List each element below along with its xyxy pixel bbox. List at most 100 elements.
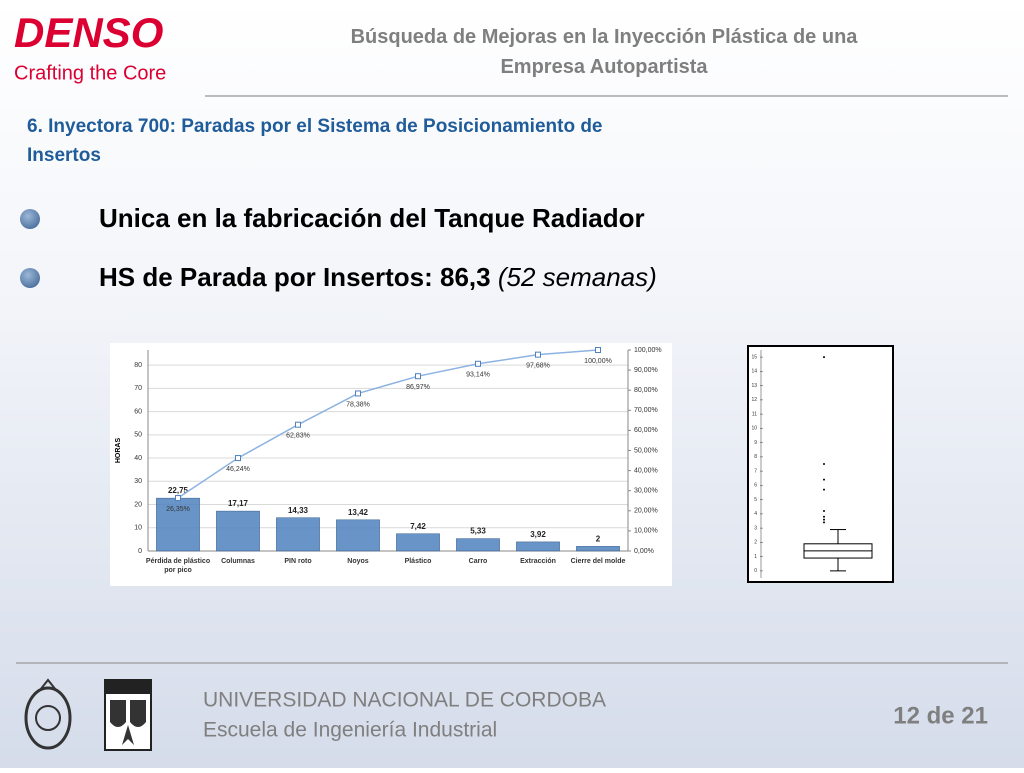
y2-tick-label: 90,00% [634,367,658,374]
bar [156,497,200,552]
university: UNIVERSIDAD NACIONAL DE CORDOBA [203,689,606,712]
cumulative-point [595,347,601,353]
slide-title: Búsqueda de Mejoras en la Inyección Plás… [351,26,859,78]
bar [516,541,560,552]
y2-tick-label: 40,00% [634,467,658,474]
data-label: 7,42 [410,522,426,531]
data-label: 5,33 [470,527,486,536]
cumulative-point [415,373,421,380]
y-tick-label: 50 [134,432,142,439]
cumulative-point [355,390,361,397]
cumulative-point [475,360,481,367]
y-tick-label: 40 [134,455,142,462]
y-tick-label: 14 [751,369,757,375]
y-tick-label: 80 [134,362,142,369]
y-tick-label: 0 [754,568,757,574]
y-tick-label: 6 [754,483,757,489]
y2-tick-label: 0,00% [634,548,654,555]
y2-tick-label: 20,00% [634,508,658,515]
outlier [823,510,825,513]
y-tick-label: 7 [754,468,757,474]
y-tick-label: 60 [134,408,142,415]
bullet-dot [20,268,40,288]
y-axis-label: HORAS [115,438,122,464]
bullet-dot [20,209,40,229]
y2-tick-label: 70,00% [634,407,658,414]
outlier [823,521,825,524]
university-logo [24,678,72,750]
x-tick-label: Columnas [221,558,255,565]
text-line: Pérdida de plástico [146,558,210,565]
text-line: por pico [164,567,192,574]
y2-tick-label: 30,00% [634,488,658,495]
y2-tick-label: 100,00% [634,347,662,354]
data-label: 46,24% [226,466,250,473]
cumulative-point [175,495,181,502]
data-label: 2 [596,534,601,543]
data-label: 13,42 [348,508,369,517]
tagline: Crafting the Core [14,62,166,84]
text-line: Empresa Autopartista [500,56,708,78]
data-label: 100,00% [584,358,612,365]
cumulative-line [177,349,599,499]
text-line: Insertos [27,145,101,166]
data-label: 26,35% [166,506,190,513]
y2-tick-label: 80,00% [634,387,658,394]
bar [576,546,620,552]
x-tick-label: Extracción [520,558,556,565]
y-tick-label: 15 [751,354,757,360]
y-tick-label: 1 [754,554,757,560]
data-label: 22,75 [168,486,189,495]
data-label: 14,33 [288,506,309,515]
text-line: 6. Inyectora 700: Paradas por el Sistema… [27,116,603,137]
outlier [823,515,825,518]
data-label: 17,17 [228,499,249,508]
y-tick-label: 3 [754,525,757,531]
data-label: 62,83% [286,433,310,440]
x-tick-label: Plástico [405,558,432,565]
data-label: 97,68% [526,363,550,370]
bar [396,533,440,552]
y-tick-label: 5 [754,497,757,503]
bullet: Unica en la fabricación del Tanque Radia… [99,203,645,233]
bullet: HS de Parada por Insertos: 86,3 (52 sema… [99,262,657,292]
y2-tick-label: 10,00% [634,528,658,535]
x-tick-label: Carro [469,558,488,565]
bar [216,510,260,552]
outlier [823,518,825,521]
boxplot-area [747,345,894,583]
outlier [823,488,825,491]
outlier [823,478,825,481]
data-label: 93,14% [466,372,490,379]
outlier [823,356,825,359]
y-tick-label: 11 [752,411,757,417]
outlier [823,463,825,465]
y-tick-label: 2 [754,540,757,546]
y-tick-label: 12 [751,397,757,403]
x-tick-label: Cierre del molde [571,558,626,565]
cumulative-point [295,421,301,428]
y-tick-label: 10 [751,426,757,432]
y-tick-label: 13 [751,383,757,389]
cumulative-point [235,455,241,462]
bullet-text: HS de Parada por Insertos: 86,3 [99,262,491,292]
y-tick-label: 20 [134,501,142,508]
y-tick-label: 30 [134,478,142,485]
y-tick-label: 70 [134,385,142,392]
y-tick-label: 0 [138,548,142,555]
cumulative-point [535,351,541,358]
bar [276,517,320,552]
y-tick-label: 9 [754,440,757,446]
y2-tick-label: 60,00% [634,427,658,434]
x-tick-label: Noyos [347,558,369,565]
bullet-note: (52 semanas) [498,262,657,292]
y-tick-label: 4 [754,511,757,517]
text-line: Búsqueda de Mejoras en la Inyección Plás… [351,26,859,48]
y2-tick-label: 50,00% [634,447,658,454]
y-tick-label: 8 [754,454,757,460]
logo: DENSO [14,9,163,56]
bar [336,519,380,552]
school: Escuela de Ingeniería Industrial [203,719,497,742]
